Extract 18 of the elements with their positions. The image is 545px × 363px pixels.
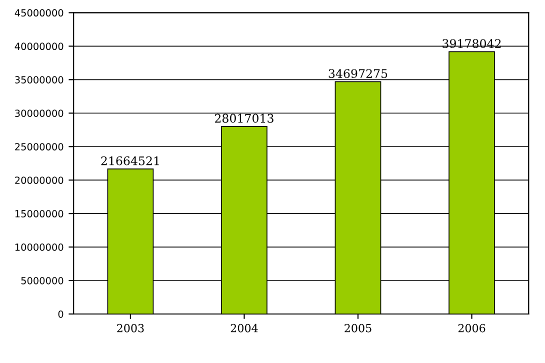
y-tick-label: 35000000 bbox=[15, 76, 64, 84]
y-tick-label: 20000000 bbox=[15, 176, 64, 184]
data-label: 28017013 bbox=[214, 114, 274, 123]
x-tick-label: 2005 bbox=[344, 324, 372, 332]
y-tick-label: 15000000 bbox=[15, 210, 64, 218]
y-tick-label: 10000000 bbox=[15, 244, 64, 251]
x-tick-label: 2003 bbox=[117, 324, 144, 332]
y-tick-label: 45000000 bbox=[14, 9, 64, 17]
data-label: 39178042 bbox=[442, 39, 501, 48]
y-tick-label: 0 bbox=[58, 310, 64, 318]
x-tick-label: 2006 bbox=[458, 324, 486, 332]
y-tick-label: 30000000 bbox=[15, 110, 64, 117]
data-label: 34697275 bbox=[328, 69, 388, 78]
y-tick-label: 5000000 bbox=[21, 276, 64, 284]
y-tick-label: 40000000 bbox=[14, 42, 64, 50]
y-tick-label: 25000000 bbox=[15, 143, 64, 150]
data-label: 21664521 bbox=[101, 156, 159, 166]
x-tick-label: 2004 bbox=[230, 324, 258, 332]
